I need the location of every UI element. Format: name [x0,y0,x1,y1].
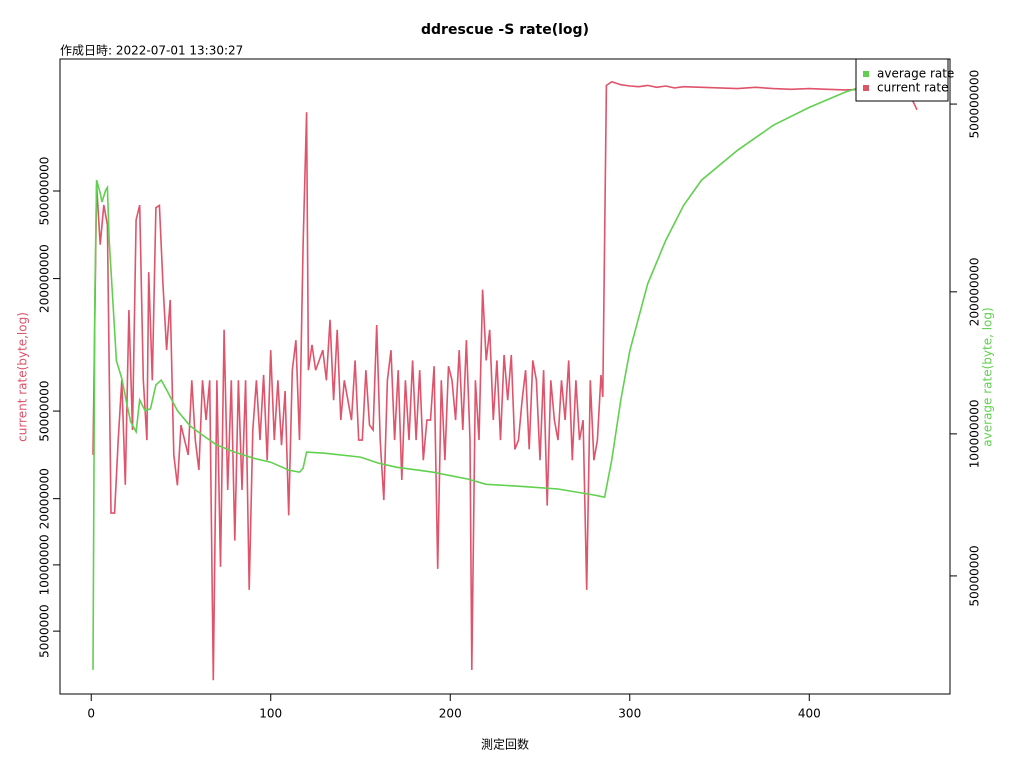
x-tick-label: 100 [259,707,282,721]
series-line [92,80,918,681]
subtitle: 作成日時: 2022-07-01 13:30:27 [60,44,243,58]
legend-label: current rate [877,81,948,95]
y-tick-label: 50000000 [38,381,52,442]
y2-axis-label: average rate(byte, log) [981,307,995,446]
legend-box [855,58,949,102]
legend-swatch [863,85,869,91]
y-tick-label: 5000000 [38,604,52,657]
x-tick-label: 300 [618,707,641,721]
x-tick-label: 0 [87,707,95,721]
x-tick-label: 200 [439,707,462,721]
y2-tick-label: 50000000 [968,545,982,606]
y2-tick-label: 100000000 [968,400,982,469]
plot-frame [59,58,951,695]
legend-swatch [863,71,869,77]
legend-label: average rate [877,67,954,81]
y2-tick-label: 200000000 [968,257,982,326]
x-axis-label: 測定回数 [481,737,529,752]
y-tick-label: 200000000 [38,244,52,313]
series-line [92,69,918,670]
y-tick-label: 20000000 [38,468,52,529]
y2-tick-label: 500000000 [968,70,982,139]
y-tick-label: 10000000 [38,534,52,595]
x-tick-label: 400 [798,707,821,721]
chart-title: ddrescue -S rate(log) [421,22,589,38]
y-tick-label: 500000000 [38,157,52,226]
y-axis-label: current rate(byte,log) [16,312,30,442]
